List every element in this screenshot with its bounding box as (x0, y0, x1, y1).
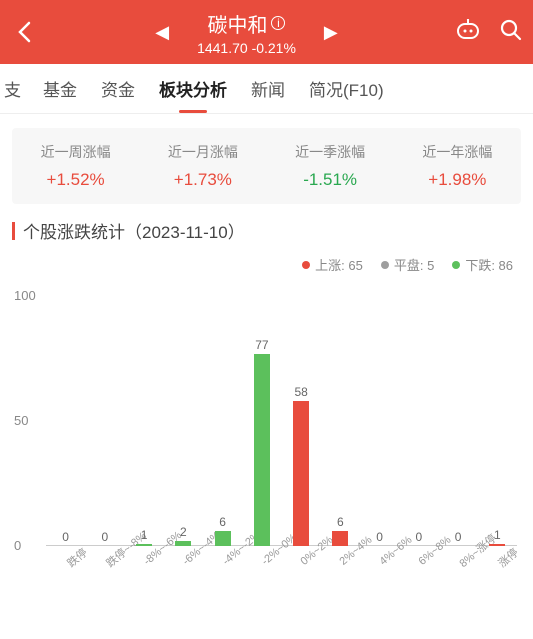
bar (489, 544, 505, 547)
stats-cell: 近一年涨幅 +1.98% (394, 142, 521, 190)
bar (215, 531, 231, 546)
prev-icon[interactable]: ◀ (155, 22, 169, 43)
stats-value: +1.98% (394, 170, 521, 190)
header-change: -0.21% (252, 40, 296, 56)
stats-cell: 近一季涨幅 -1.51% (267, 142, 394, 190)
stats-label: 近一月涨幅 (139, 142, 266, 162)
bar-value-label: 77 (255, 338, 268, 352)
legend-label: 下跌: 86 (465, 255, 513, 274)
bar-value-label: 0 (102, 530, 109, 544)
legend-item: 上涨: 65 (302, 255, 363, 274)
stats-label: 近一年涨幅 (394, 142, 521, 162)
tab-支[interactable]: 支 (4, 64, 31, 113)
stats-value: +1.73% (139, 170, 266, 190)
bar-slot: 06%~8% (399, 296, 438, 546)
bar-value-label: 0 (416, 530, 423, 544)
info-icon[interactable]: i (271, 16, 285, 30)
bar (175, 541, 191, 546)
back-icon[interactable] (10, 21, 38, 43)
stats-label: 近一周涨幅 (12, 142, 139, 162)
bar-value-label: 6 (219, 515, 226, 529)
stats-cell: 近一月涨幅 +1.73% (139, 142, 266, 190)
bar-value-label: 2 (180, 525, 187, 539)
bar-value-label: 6 (337, 515, 344, 529)
stats-label: 近一季涨幅 (267, 142, 394, 162)
bar-value-label: 58 (294, 385, 307, 399)
bar-value-label: 0 (62, 530, 69, 544)
bar-value-label: 1 (494, 528, 501, 542)
y-axis-label: 50 (14, 413, 28, 428)
bar-slot: 6-4%~-2% (203, 296, 242, 546)
bar (293, 401, 309, 546)
legend-dot (302, 261, 310, 269)
bar-slot: 0跌停~-8% (85, 296, 124, 546)
header-bar: ◀ 碳中和 i 1441.70 -0.21% ▶ (0, 0, 533, 64)
section-accent-bar (12, 222, 15, 240)
robot-icon[interactable] (455, 19, 481, 46)
y-axis-label: 100 (14, 288, 36, 303)
bar-slot: 08%~涨停 (439, 296, 478, 546)
chart-bars: 0跌停0跌停~-8%1-8%~-6%2-6%~-4%6-4%~-2%77-2%~… (46, 296, 517, 546)
header-subline: 1441.70 -0.21% (197, 40, 296, 56)
x-axis-label: 涨停 (495, 544, 522, 570)
stats-value: -1.51% (267, 170, 394, 190)
legend-item: 下跌: 86 (452, 255, 513, 274)
legend-label: 平盘: 5 (394, 255, 434, 274)
section-title-text: 个股涨跌统计（2023-11-10） (23, 218, 245, 243)
x-axis-label: 跌停 (63, 544, 90, 570)
bar-value-label: 0 (376, 530, 383, 544)
bar-slot: 04%~6% (360, 296, 399, 546)
bar-slot: 62%~4% (321, 296, 360, 546)
stats-value: +1.52% (12, 170, 139, 190)
bar-slot: 0跌停 (46, 296, 85, 546)
next-icon[interactable]: ▶ (324, 22, 338, 43)
bar-chart: 0跌停0跌停~-8%1-8%~-6%2-6%~-4%6-4%~-2%77-2%~… (8, 276, 525, 616)
y-axis-label: 0 (14, 538, 21, 553)
bar-value-label: 1 (141, 528, 148, 542)
header-price: 1441.70 (197, 40, 248, 56)
bar-slot: 580%~2% (282, 296, 321, 546)
page-title: 碳中和 (207, 9, 267, 38)
bar-value-label: 0 (455, 530, 462, 544)
tab-基金[interactable]: 基金 (31, 64, 89, 113)
legend-dot (381, 261, 389, 269)
legend-label: 上涨: 65 (315, 255, 363, 274)
tabs-bar: 支基金资金板块分析新闻简况(F10) (0, 64, 533, 114)
tab-简况(F10)[interactable]: 简况(F10) (297, 64, 396, 113)
search-icon[interactable] (499, 18, 523, 47)
bar-slot: 77-2%~0% (242, 296, 281, 546)
bar (332, 531, 348, 546)
stats-card: 近一周涨幅 +1.52%近一月涨幅 +1.73%近一季涨幅 -1.51%近一年涨幅 +1… (12, 128, 521, 204)
bar-slot: 1-8%~-6% (125, 296, 164, 546)
tab-板块分析[interactable]: 板块分析 (147, 64, 239, 113)
chart-plot-area: 0跌停0跌停~-8%1-8%~-6%2-6%~-4%6-4%~-2%77-2%~… (46, 296, 517, 546)
tab-资金[interactable]: 资金 (89, 64, 147, 113)
bar (254, 354, 270, 547)
legend-item: 平盘: 5 (381, 255, 434, 274)
stats-cell: 近一周涨幅 +1.52% (12, 142, 139, 190)
legend-dot (452, 261, 460, 269)
tab-新闻[interactable]: 新闻 (239, 64, 297, 113)
header-center: ◀ 碳中和 i 1441.70 -0.21% ▶ (38, 9, 455, 56)
section-title: 个股涨跌统计（2023-11-10） (12, 218, 521, 243)
chart-legend: 上涨: 65 平盘: 5 下跌: 86 (0, 249, 533, 276)
bar-slot: 2-6%~-4% (164, 296, 203, 546)
bar-slot: 1涨停 (478, 296, 517, 546)
title-block[interactable]: 碳中和 i 1441.70 -0.21% (197, 9, 296, 56)
bar (136, 544, 152, 547)
